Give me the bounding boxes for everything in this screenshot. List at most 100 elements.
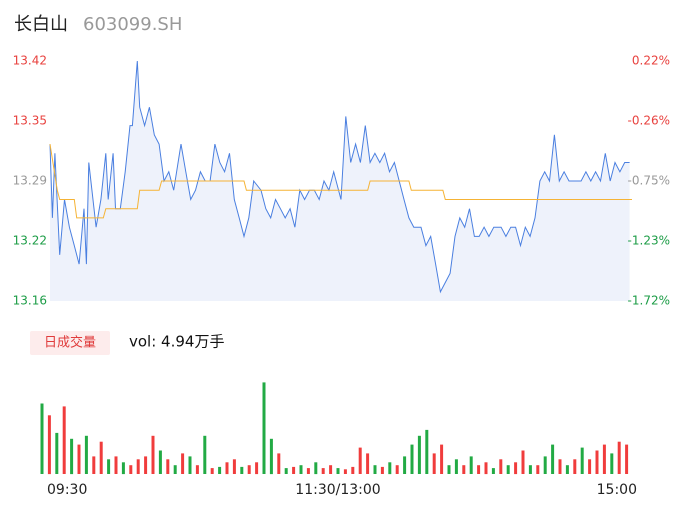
volume-bar — [77, 444, 81, 474]
volume-bar — [388, 462, 392, 475]
volume-bar — [158, 450, 162, 474]
volume-bar — [114, 456, 118, 474]
volume-bar — [306, 468, 310, 474]
average-line — [49, 144, 632, 219]
y2-tick-label: -0.26% — [628, 114, 670, 128]
volume-bar — [181, 453, 185, 474]
volume-bar — [321, 468, 325, 474]
volume-bar — [351, 466, 355, 474]
volume-bar — [195, 465, 199, 474]
volume-bar — [491, 468, 495, 474]
volume-bar — [40, 403, 44, 474]
y2-tick-label: -1.23% — [628, 234, 670, 248]
volume-bar — [188, 456, 192, 474]
volume-bar — [366, 453, 370, 474]
volume-bar — [477, 465, 481, 474]
volume-bar — [107, 459, 111, 474]
volume-bar — [284, 468, 288, 474]
volume-bar — [484, 462, 488, 475]
legend-box — [30, 331, 110, 355]
volume-bar — [373, 465, 377, 474]
volume-bar — [610, 453, 614, 474]
volume-bar — [129, 465, 133, 474]
volume-bar — [336, 468, 340, 474]
y2-tick-label: -1.72% — [628, 294, 670, 308]
volume-bar — [565, 465, 569, 474]
volume-bar — [551, 444, 555, 474]
volume-bar — [580, 447, 584, 474]
volume-bar — [92, 456, 96, 474]
volume-bar — [173, 465, 177, 474]
volume-bar — [410, 444, 414, 474]
stock-code: 603099.SH — [83, 14, 182, 35]
x-tick-label: 09:30 — [47, 482, 87, 498]
y2-tick-label: 0.22% — [632, 54, 670, 68]
volume-bar — [625, 444, 629, 474]
y-tick-label: 13.22 — [13, 234, 47, 248]
volume-bar — [602, 444, 606, 474]
volume-bar — [543, 456, 547, 474]
stock-name: 长白山 — [14, 14, 68, 35]
volume-bar — [240, 466, 244, 474]
volume-bar — [425, 429, 429, 474]
volume-bar — [255, 462, 259, 475]
volume-bar — [617, 441, 621, 474]
volume-bar — [573, 459, 577, 474]
volume-bar — [558, 459, 562, 474]
legend-label: 日成交量 — [44, 335, 96, 351]
volume-bar — [262, 382, 266, 474]
volume-bar — [151, 435, 155, 474]
volume-bar — [521, 450, 525, 474]
volume-bar — [70, 438, 74, 475]
volume-bar — [269, 438, 273, 475]
y2-tick-label: -0.75% — [628, 174, 670, 188]
volume-bar — [277, 453, 281, 474]
y-tick-label: 13.42 — [13, 54, 47, 68]
volume-bar — [454, 459, 458, 474]
volume-bar — [218, 466, 222, 474]
volume-bar — [136, 459, 140, 474]
volume-bar — [55, 432, 59, 474]
volume-bar — [358, 447, 362, 474]
volume-bar — [440, 444, 444, 474]
volume-bar — [329, 465, 333, 474]
volume-bar — [432, 453, 436, 474]
volume-bar — [299, 465, 303, 474]
y-tick-label: 13.16 — [13, 294, 47, 308]
volume-bar — [447, 465, 451, 474]
volume-bar — [499, 459, 503, 474]
volume-bar — [203, 435, 207, 474]
volume-bar — [514, 462, 518, 475]
volume-bar — [395, 465, 399, 474]
volume-bar — [469, 456, 473, 474]
volume-bar — [343, 469, 347, 474]
volume-bar — [536, 465, 540, 474]
volume-bar — [62, 406, 66, 474]
volume-bar — [166, 459, 170, 474]
volume-bar — [144, 456, 148, 474]
volume-bar — [292, 466, 296, 474]
volume-bar — [99, 441, 103, 474]
volume-bar — [84, 435, 88, 474]
volume-bar — [417, 435, 421, 474]
volume-bar — [210, 468, 214, 474]
y-tick-label: 13.29 — [13, 174, 47, 188]
x-tick-label: 11:30/13:00 — [295, 482, 380, 498]
volume-bar — [314, 462, 318, 475]
volume-label: vol: 4.94万手 — [129, 333, 224, 351]
volume-bar — [528, 465, 532, 474]
x-tick-label: 15:00 — [597, 482, 637, 498]
volume-bar — [47, 415, 51, 475]
volume-bar — [595, 450, 599, 474]
y-tick-label: 13.35 — [13, 114, 47, 128]
volume-bar — [121, 462, 125, 475]
price-area — [50, 61, 630, 301]
volume-bar — [462, 465, 466, 474]
volume-bar — [588, 459, 592, 474]
volume-bar — [506, 465, 510, 474]
volume-bar — [232, 459, 236, 474]
volume-bar — [225, 462, 229, 475]
volume-bar — [380, 466, 384, 474]
